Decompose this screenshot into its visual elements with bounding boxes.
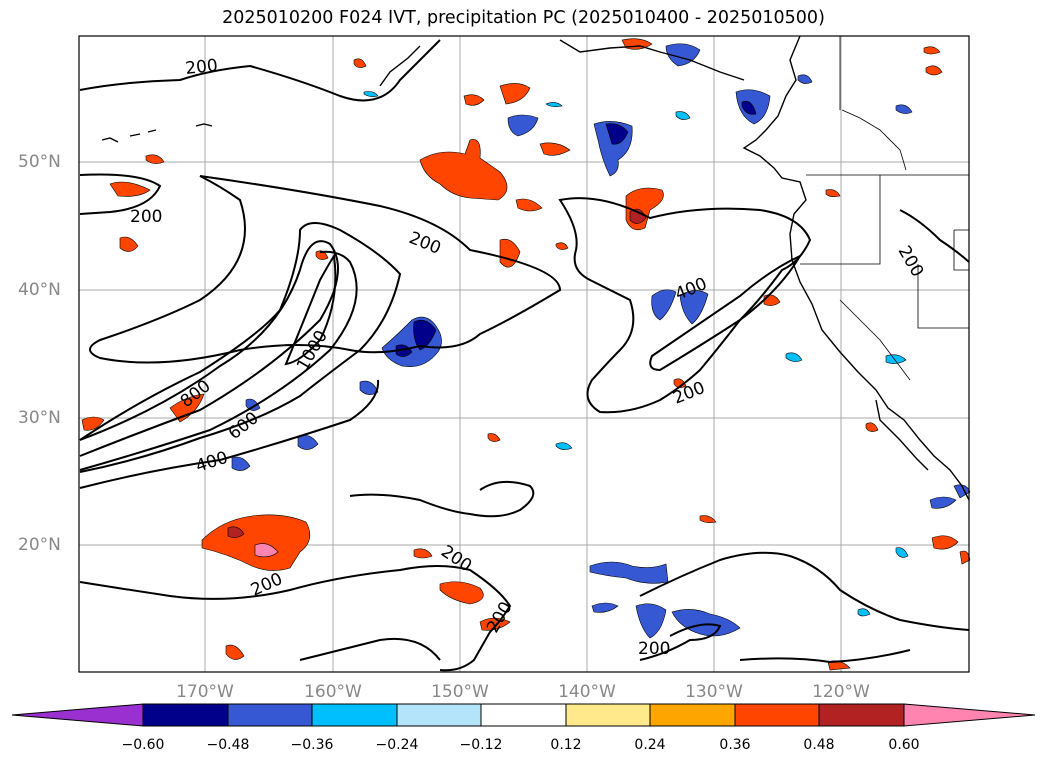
- contour-label: 200: [248, 569, 286, 600]
- lon-label-160w: 160°W: [304, 682, 362, 702]
- lat-label-30n: 30°N: [18, 408, 61, 428]
- colorbar-tick: 0.24: [634, 737, 666, 753]
- positive-precip-areas: [81, 38, 971, 671]
- contour-labels: 200 200 200 200 400 200 1000 800 600 400…: [130, 56, 927, 659]
- colorbar-tick: 0.60: [888, 737, 920, 753]
- contour-label: 200: [894, 243, 928, 281]
- lat-label-50n: 50°N: [18, 152, 61, 172]
- colorbar-tick: −0.12: [459, 737, 503, 753]
- colorbar-cell: [480, 703, 567, 727]
- ivt-contours: [79, 39, 970, 672]
- contour-label: 200: [638, 639, 670, 659]
- lon-label-150w: 150°W: [431, 682, 489, 702]
- political-borders: [800, 36, 969, 381]
- colorbar-cell: [396, 703, 482, 727]
- lat-label-20n: 20°N: [18, 535, 61, 555]
- colorbar-tick: −0.36: [290, 737, 334, 753]
- colorbar-tick: −0.24: [375, 737, 419, 753]
- colorbar-extend-min: [11, 703, 144, 727]
- contour-label: 400: [193, 448, 230, 477]
- colorbar-tick: −0.60: [121, 737, 165, 753]
- lon-label-130w: 130°W: [685, 682, 743, 702]
- colorbar-tick: −0.48: [206, 737, 250, 753]
- lat-label-40n: 40°N: [18, 280, 61, 300]
- colorbar-tick: 0.48: [803, 737, 835, 753]
- colorbar-cell: [565, 703, 651, 727]
- contour-label: 600: [225, 408, 263, 444]
- colorbar-cell: [311, 703, 398, 727]
- lon-label-140w: 140°W: [558, 682, 616, 702]
- colorbar-tick: 0.12: [550, 737, 582, 753]
- lon-label-120w: 120°W: [812, 682, 870, 702]
- map-title: 2025010200 F024 IVT, precipitation PC (2…: [222, 8, 825, 28]
- contour-label: 200: [406, 228, 444, 259]
- lon-label-170w: 170°W: [176, 682, 234, 702]
- colorbar-cell: [649, 703, 736, 727]
- contour-label: 200: [483, 598, 517, 636]
- contour-label: 200: [437, 542, 475, 577]
- contour-label: 200: [184, 56, 218, 79]
- negative-precip-areas: [231, 43, 971, 639]
- colorbar-cell: [142, 703, 229, 727]
- colorbar: [11, 703, 1036, 727]
- coastlines: [101, 35, 970, 501]
- colorbar-extend-max: [903, 703, 1036, 727]
- map-frame: [78, 35, 970, 673]
- colorbar-tick: 0.36: [719, 737, 751, 753]
- colorbar-cell: [818, 703, 905, 727]
- contour-label: 200: [130, 207, 162, 227]
- colorbar-cell: [734, 703, 820, 727]
- colorbar-cell: [227, 703, 313, 727]
